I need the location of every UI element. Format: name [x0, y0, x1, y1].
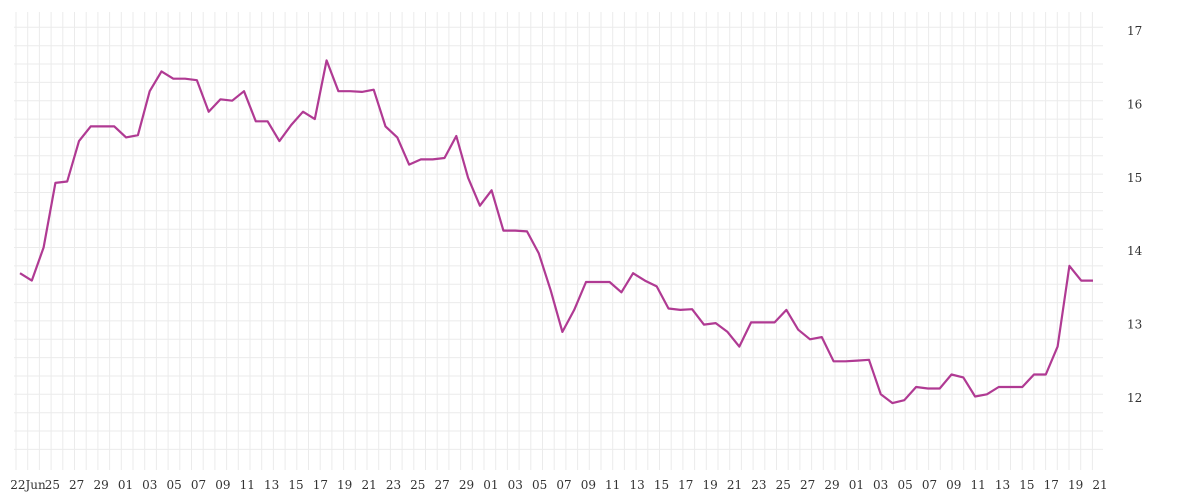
x-tick-label: 17 — [313, 478, 328, 492]
x-tick-label: 09 — [215, 478, 230, 492]
x-tick-label: 13 — [264, 478, 279, 492]
x-tick-label: 05 — [532, 478, 547, 492]
x-tick-label: 23 — [386, 478, 401, 492]
y-tick-label: 17 — [1127, 24, 1142, 38]
x-tick-label: 17 — [1044, 478, 1059, 492]
horizontal-gridlines — [14, 26, 1103, 450]
x-tick-label: 11 — [605, 478, 620, 492]
x-tick-label: 01 — [849, 478, 864, 492]
vertical-gridlines — [15, 12, 1093, 470]
x-tick-label: 21 — [361, 478, 376, 492]
x-tick-label: 27 — [69, 478, 84, 492]
x-tick-label: 19 — [1068, 478, 1083, 492]
x-tick-label: 22Jun — [10, 478, 46, 492]
x-tick-label: 07 — [922, 478, 937, 492]
x-tick-label: 03 — [508, 478, 523, 492]
x-tick-label: 09 — [946, 478, 961, 492]
x-tick-label: 29 — [459, 478, 474, 492]
x-tick-label: 11 — [971, 478, 986, 492]
x-tick-label: 03 — [873, 478, 888, 492]
x-tick-label: 05 — [167, 478, 182, 492]
y-tick-label: 13 — [1127, 318, 1142, 332]
x-tick-label: 25 — [45, 478, 60, 492]
x-tick-label: 05 — [897, 478, 912, 492]
x-tick-label: 29 — [93, 478, 108, 492]
y-tick-label: 16 — [1127, 97, 1142, 111]
y-tick-label: 14 — [1127, 244, 1143, 258]
x-tick-label: 07 — [556, 478, 571, 492]
x-tick-label: 29 — [824, 478, 839, 492]
x-tick-label: 13 — [995, 478, 1010, 492]
y-tick-label: 15 — [1127, 171, 1142, 185]
x-tick-label: 11 — [240, 478, 255, 492]
x-tick-label: 25 — [410, 478, 425, 492]
x-tick-label: 09 — [581, 478, 596, 492]
x-tick-label: 17 — [678, 478, 693, 492]
x-tick-label: 19 — [703, 478, 718, 492]
x-tick-label: 15 — [1019, 478, 1034, 492]
x-tick-label: 27 — [800, 478, 815, 492]
x-tick-label: 21 — [727, 478, 742, 492]
x-tick-label: 01 — [118, 478, 133, 492]
x-tick-label: 15 — [654, 478, 669, 492]
y-tick-label: 12 — [1127, 391, 1142, 405]
x-tick-label: 07 — [191, 478, 206, 492]
x-tick-label: 19 — [337, 478, 352, 492]
series-line — [19, 59, 1093, 405]
x-tick-label: 25 — [776, 478, 791, 492]
x-tick-label: 03 — [142, 478, 157, 492]
x-tick-label: 23 — [751, 478, 766, 492]
y-axis-tick-labels: 12 13 14 15 16 17 — [1127, 24, 1143, 405]
x-tick-label: 21 — [1092, 478, 1107, 492]
x-tick-label: 13 — [629, 478, 644, 492]
x-tick-label: 27 — [435, 478, 450, 492]
series-line-group — [19, 59, 1093, 405]
x-tick-label: 01 — [483, 478, 498, 492]
x-tick-label: 15 — [288, 478, 303, 492]
